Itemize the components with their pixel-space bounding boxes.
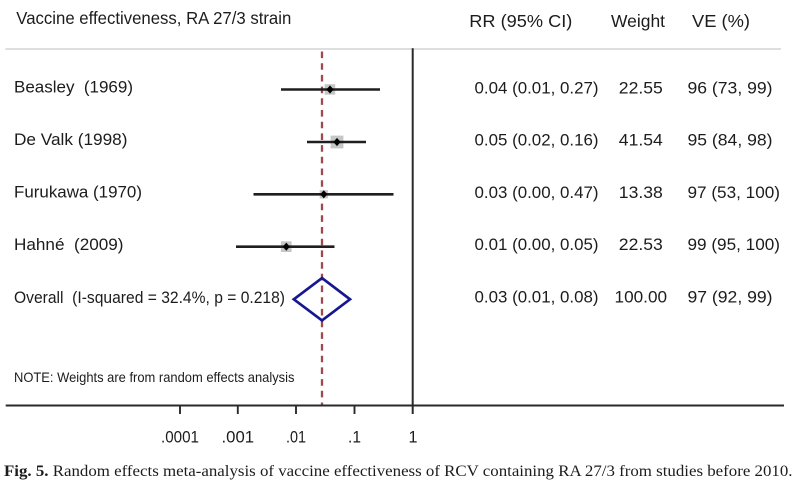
svg-text:95 (84, 98): 95 (84, 98) [688,131,773,150]
svg-text:99 (95, 100): 99 (95, 100) [688,235,781,254]
svg-text:41.54: 41.54 [619,131,663,150]
svg-text:Weight: Weight [611,11,665,31]
svg-text:97 (53, 100): 97 (53, 100) [688,183,781,202]
svg-text:0.05 (0.02, 0.16): 0.05 (0.02, 0.16) [475,131,599,150]
svg-text:.0001: .0001 [161,428,199,446]
svg-text:De Valk (1998): De Valk (1998) [14,130,128,149]
svg-text:22.53: 22.53 [619,235,663,254]
svg-text:Overall (I-squared = 32.4%, p: Overall (I-squared = 32.4%, p = 0.218) [14,288,285,307]
svg-text:.1: .1 [348,428,361,446]
svg-text:Hahné (2009): Hahné (2009) [14,235,124,254]
svg-text:0.01 (0.00, 0.05): 0.01 (0.00, 0.05) [475,235,599,254]
svg-text:Beasley (1969): Beasley (1969) [14,78,133,97]
svg-text:0.03 (0.01, 0.08): 0.03 (0.01, 0.08) [475,288,599,307]
svg-text:13.38: 13.38 [619,183,663,202]
svg-text:97 (92, 99): 97 (92, 99) [688,288,773,307]
svg-text:0.04 (0.01, 0.27): 0.04 (0.01, 0.27) [475,78,599,97]
svg-text:Fig. 5. Random effects meta-an: Fig. 5. Random effects meta-analysis of … [4,463,792,480]
svg-text:Furukawa (1970): Furukawa (1970) [14,183,142,202]
svg-text:.001: .001 [222,428,255,446]
svg-text:0.03 (0.00, 0.47): 0.03 (0.00, 0.47) [475,183,599,202]
svg-text:RR (95% CI): RR (95% CI) [469,11,572,31]
svg-text:22.55: 22.55 [619,78,663,97]
svg-text:1: 1 [409,428,418,446]
svg-text:100.00: 100.00 [615,288,668,307]
svg-text:.01: .01 [286,428,306,446]
svg-text:96 (73, 99): 96 (73, 99) [688,78,773,97]
svg-text:VE (%): VE (%) [692,11,750,31]
svg-text:NOTE: Weights are from random: NOTE: Weights are from random effects an… [14,369,295,385]
svg-text:Vaccine effectiveness, RA 27/3: Vaccine effectiveness, RA 27/3 strain [16,8,291,28]
